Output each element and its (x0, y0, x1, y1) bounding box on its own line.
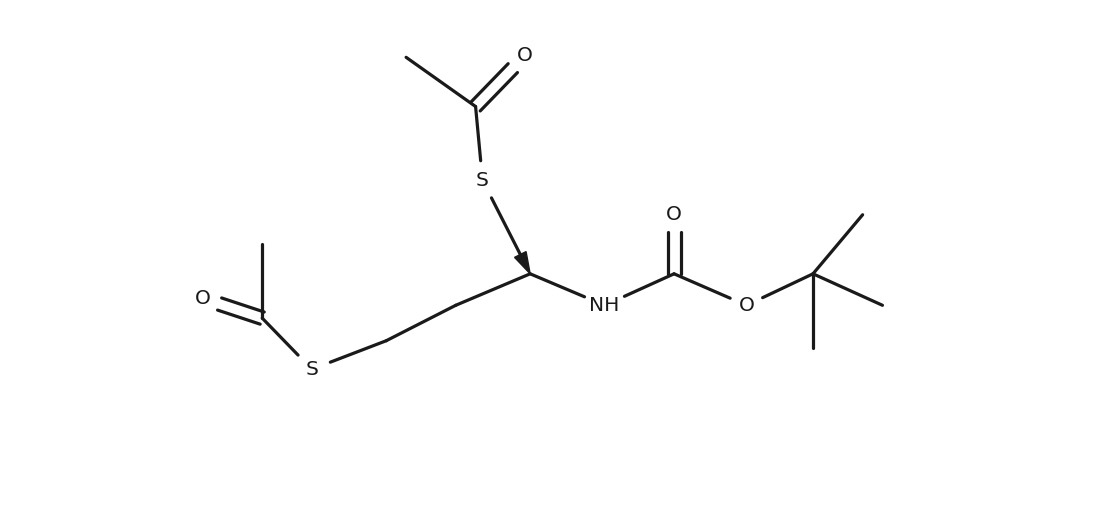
Text: NH: NH (590, 296, 619, 315)
Text: O: O (517, 46, 533, 65)
Text: S: S (476, 171, 489, 190)
Text: S: S (305, 360, 318, 379)
Polygon shape (515, 252, 530, 274)
Text: O: O (666, 205, 682, 224)
Text: O: O (195, 289, 210, 308)
Text: O: O (738, 296, 755, 315)
